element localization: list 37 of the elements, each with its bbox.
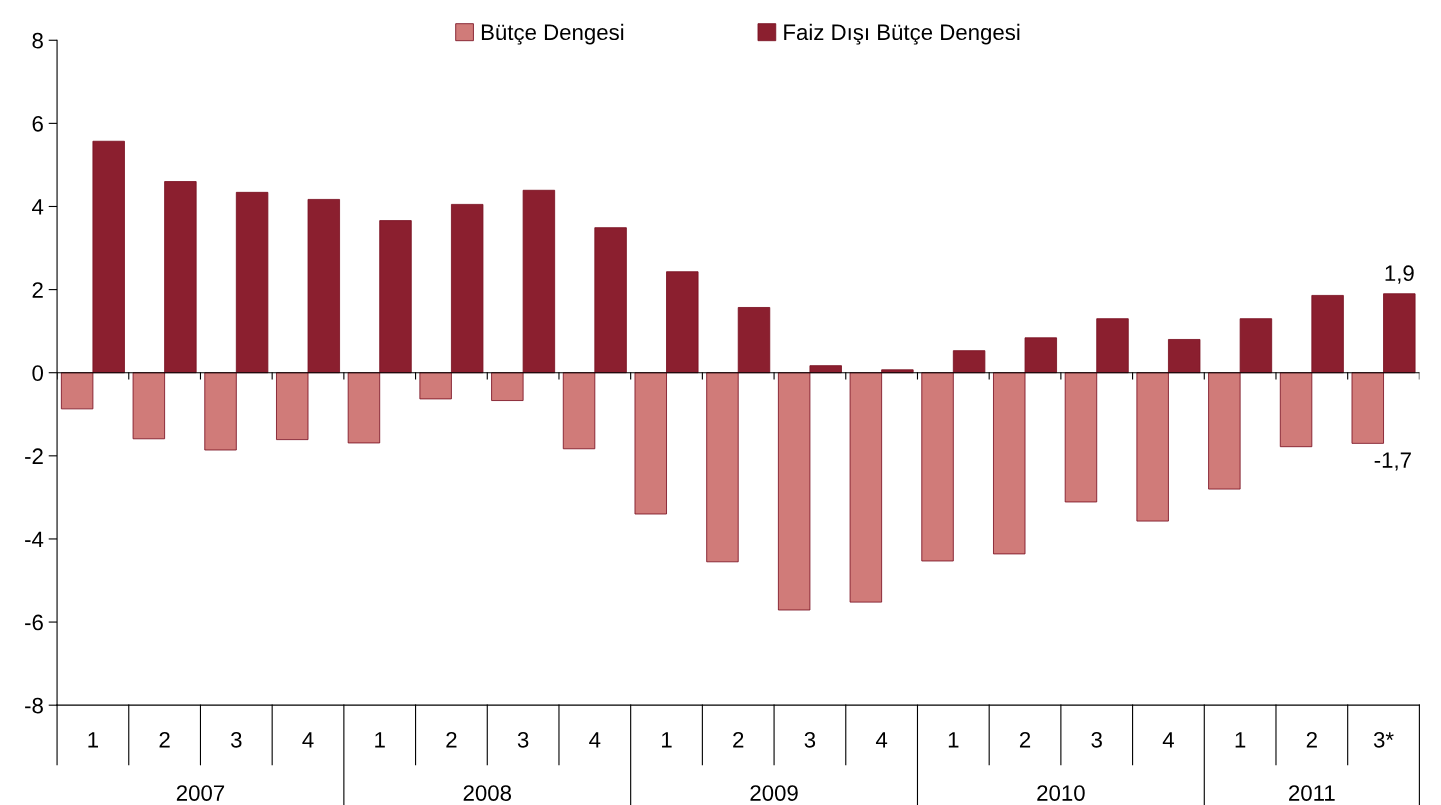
x-tick-label: 1 — [375, 732, 385, 748]
x-tick-label: 2 — [733, 731, 744, 748]
x-tick-label: 2 — [159, 731, 170, 748]
x-tick-label: 1 — [662, 732, 672, 748]
x-tick-label: 3* — [1373, 731, 1394, 748]
legend-label: Bütçe Dengesi — [481, 23, 624, 45]
x-tick-label: 4 — [589, 732, 601, 748]
x-tick-label: 2 — [1019, 731, 1031, 748]
x-tick-label: 4 — [302, 732, 314, 748]
data-label: -1,7 — [1374, 452, 1411, 471]
legend-label: Faiz Dışı Bütçe Dengesi — [784, 23, 1020, 45]
text: 2009 — [750, 785, 798, 801]
x-tick-label: 3 — [1091, 731, 1102, 748]
x-tick-label: 2 — [1306, 731, 1317, 748]
x-tick-label: 4 — [875, 732, 888, 748]
x-tick-label: 2 — [446, 731, 457, 748]
data-label: 1,9 — [1385, 265, 1414, 284]
y-tick-label: 6 — [32, 115, 43, 132]
y-tick-label: -6 — [25, 614, 43, 631]
y-tick-label: -8 — [25, 697, 43, 714]
x-tick-label: 3 — [804, 731, 816, 748]
x-tick-label: 3 — [230, 731, 242, 748]
y-tick-label: 8 — [32, 32, 43, 49]
x-tick-label: 1 — [1235, 732, 1246, 748]
y-tick-label: 0 — [32, 365, 43, 381]
y-tick-label: 4 — [32, 199, 44, 215]
text: 2010 — [1037, 785, 1085, 801]
x-tick-label: 4 — [1162, 732, 1174, 748]
x-tick-label: 1 — [88, 732, 99, 748]
y-tick-label: 2 — [32, 282, 43, 298]
y-tick-label: -4 — [25, 531, 44, 547]
y-tick-label: -2 — [25, 448, 43, 464]
text: 2008 — [463, 785, 512, 801]
text: 2011 — [1289, 785, 1335, 801]
x-tick-label: 3 — [517, 731, 529, 748]
x-tick-label: 1 — [948, 732, 959, 748]
text: 2007 — [176, 785, 225, 801]
